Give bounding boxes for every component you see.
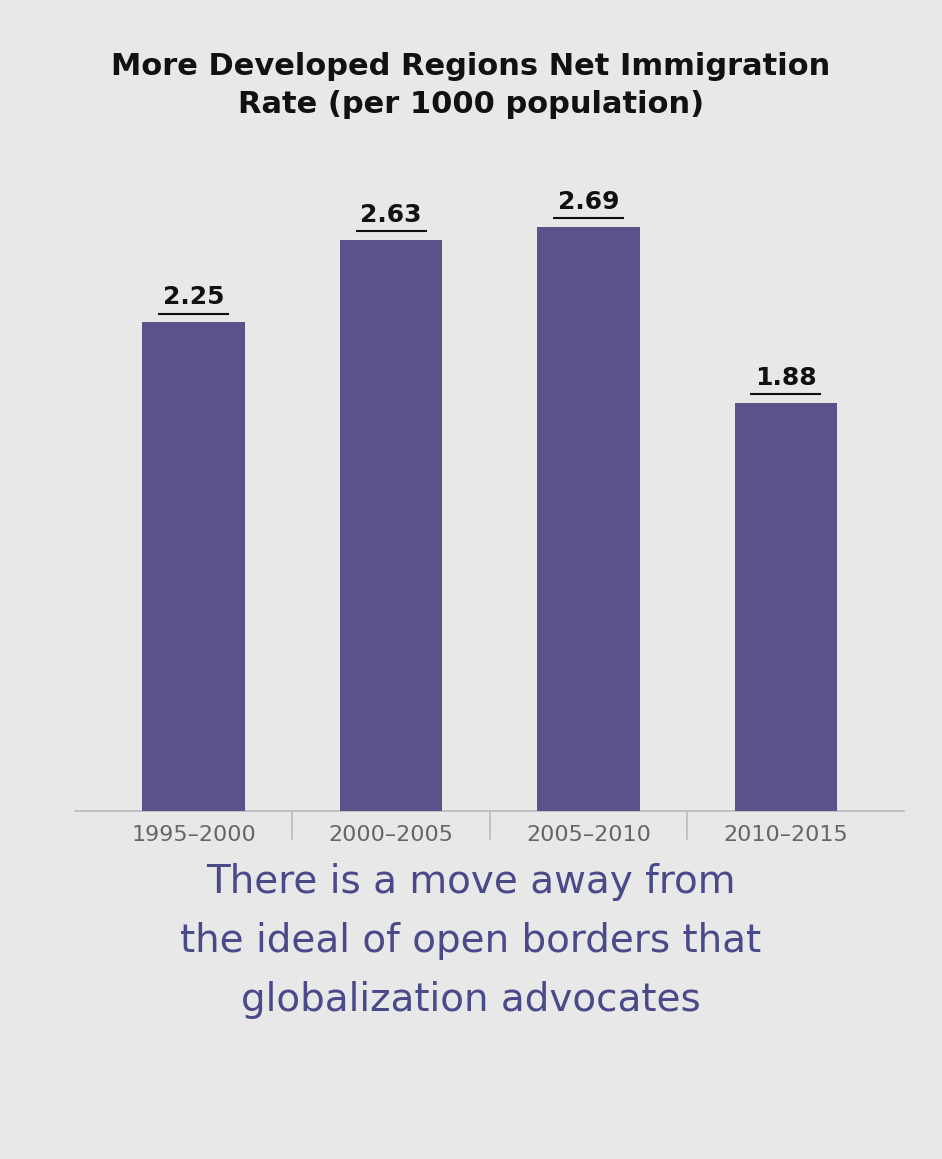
Text: There is a move away from
the ideal of open borders that
globalization advocates: There is a move away from the ideal of o… (181, 863, 761, 1020)
Text: 2.63: 2.63 (361, 203, 422, 227)
Bar (340, 240, 443, 811)
Bar (537, 227, 640, 811)
Bar (142, 322, 245, 811)
Text: 1.88: 1.88 (755, 366, 817, 389)
Text: 2.25: 2.25 (163, 285, 224, 309)
Bar (735, 403, 837, 811)
Text: More Developed Regions Net Immigration
Rate (per 1000 population): More Developed Regions Net Immigration R… (111, 52, 831, 119)
Text: 2.69: 2.69 (558, 190, 619, 213)
